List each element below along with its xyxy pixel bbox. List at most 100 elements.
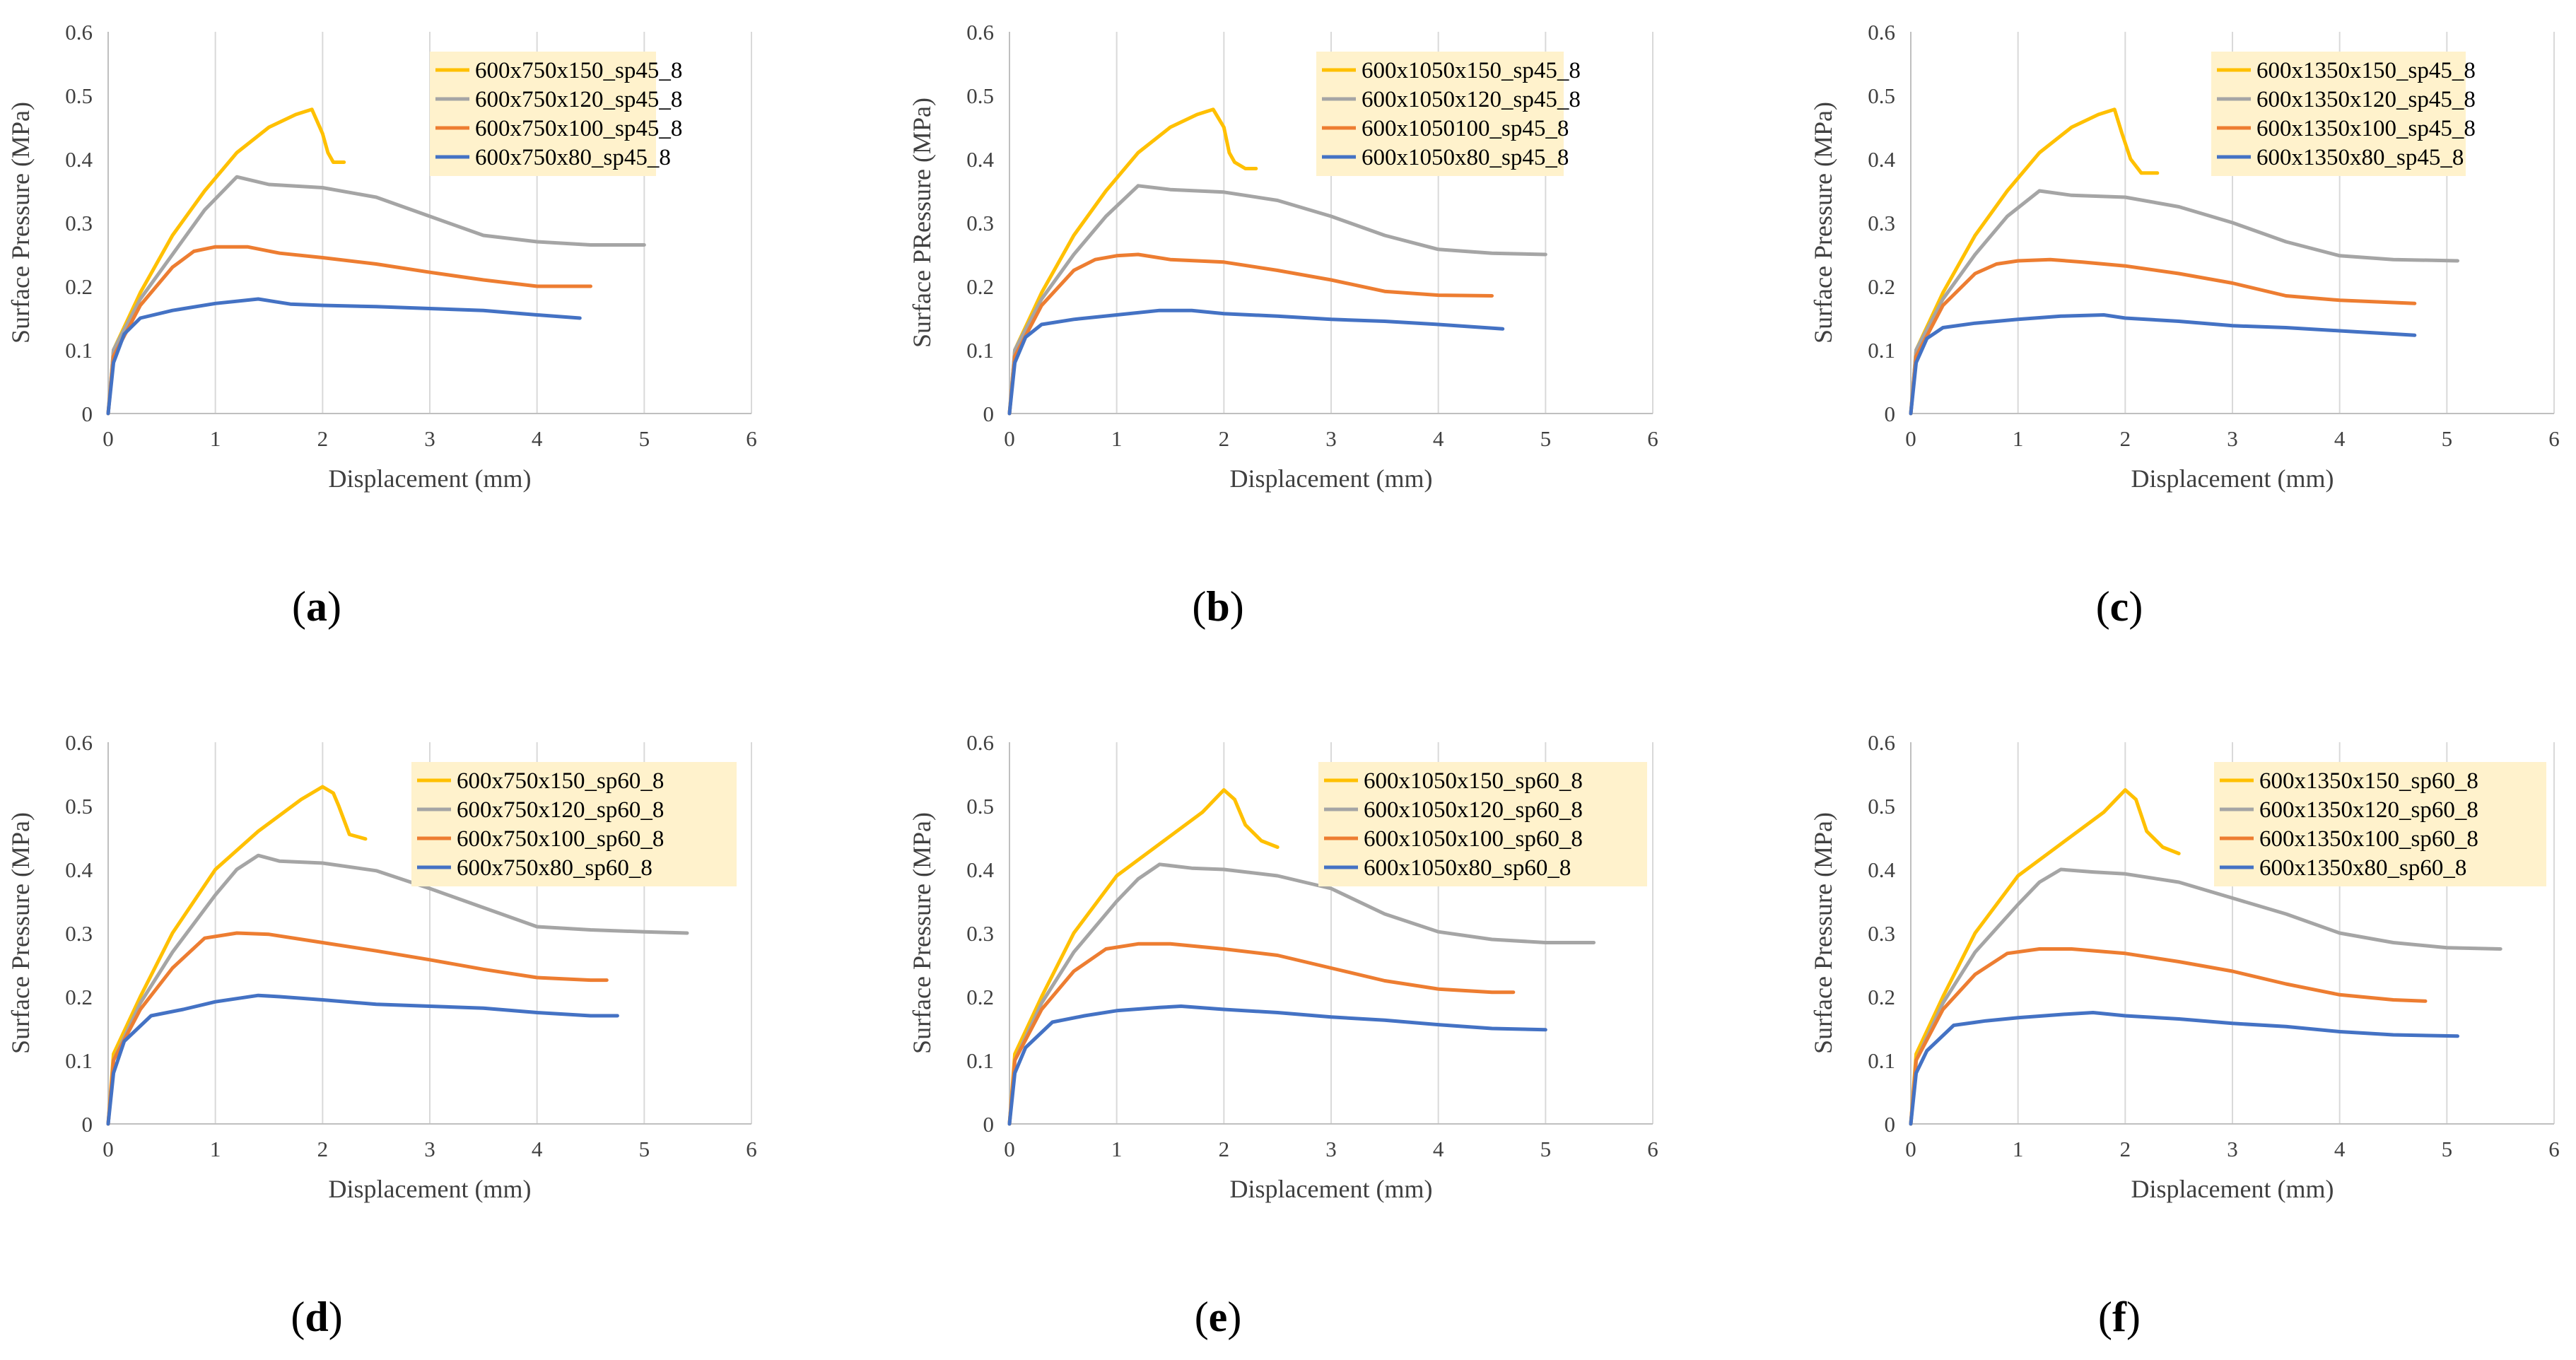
legend-label: 600x1350x100_sp60_8: [2259, 826, 2478, 852]
x-tick-label: 4: [532, 1137, 543, 1161]
x-axis-title: Displacement (mm): [329, 464, 532, 493]
legend-label: 600x1050x150_sp45_8: [1362, 58, 1581, 83]
legend-label: 600x1350x100_sp45_8: [2256, 116, 2476, 141]
x-tick-label: 1: [210, 1137, 221, 1161]
x-tick-label: 3: [424, 426, 435, 451]
x-axis-title: Displacement (mm): [2131, 464, 2334, 493]
x-tick-label: 0: [1905, 1137, 1916, 1161]
legend-label: 600x1350x150_sp60_8: [2259, 768, 2478, 794]
y-tick-label: 0.1: [65, 1048, 93, 1073]
x-axis-title: Displacement (mm): [329, 1175, 532, 1203]
series-line: [1007, 184, 1547, 416]
y-axis-title: Surface Pressure (MPa): [6, 812, 35, 1054]
y-tick-label: 0.4: [65, 147, 93, 172]
y-tick-label: 0.1: [966, 338, 994, 363]
x-tick-label: 4: [1433, 1137, 1444, 1161]
chart-panel-c: 0 0.1 0.2 0.3 0.4 0.5 0.6 0 1 2 3 4 5 6 Displacement (…: [1809, 20, 2560, 630]
x-tick-label: 0: [1004, 426, 1015, 451]
legend-label: 600x1050100_sp45_8: [1362, 116, 1569, 141]
y-tick-label: 0: [1885, 1112, 1896, 1137]
y-tick-label: 0.5: [1868, 794, 1895, 819]
y-tick-label: 0.6: [65, 730, 93, 755]
series-line: [106, 245, 592, 416]
panel-caption: (b): [1192, 583, 1243, 630]
series-line: [1909, 189, 2459, 416]
y-tick-label: 0.1: [1868, 1048, 1895, 1073]
legend-label: 600x1050x120_sp45_8: [1362, 87, 1581, 112]
y-tick-label: 0.4: [966, 147, 994, 172]
legend-label: 600x750x100_sp60_8: [457, 826, 664, 852]
x-axis-title: Displacement (mm): [1230, 464, 1433, 493]
series-line: [106, 931, 609, 1126]
x-tick-label: 6: [746, 426, 757, 451]
legend-box: [411, 762, 737, 886]
x-tick-label: 4: [532, 426, 543, 451]
x-tick-label: 0: [103, 1137, 114, 1161]
y-tick-label: 0: [82, 401, 93, 426]
y-tick-label: 0: [983, 1112, 995, 1137]
legend-label: 600x1350x150_sp45_8: [2256, 58, 2476, 83]
x-tick-label: 1: [1111, 1137, 1123, 1161]
x-tick-label: 3: [1325, 1137, 1337, 1161]
y-tick-label: 0.4: [1868, 857, 1895, 882]
y-tick-label: 0.2: [966, 985, 994, 1009]
legend-label: 600x1350x80_sp45_8: [2256, 145, 2464, 170]
legend-label: 600x1350x120_sp45_8: [2256, 87, 2476, 112]
legend-box: [1316, 52, 1564, 176]
x-tick-label: 3: [2227, 426, 2238, 451]
series-line: [1007, 788, 1280, 1126]
x-tick-label: 2: [1219, 426, 1230, 451]
y-tick-label: 0.5: [1868, 83, 1895, 108]
x-tick-label: 5: [1540, 1137, 1552, 1161]
y-tick-label: 0.3: [65, 921, 93, 946]
y-axis-title: Surface Pressure (MPa): [908, 812, 936, 1054]
x-tick-label: 4: [1433, 426, 1444, 451]
chart-panel-d: 0 0.1 0.2 0.3 0.4 0.5 0.6 0 1 2 3 4 5 6 Displacement (…: [6, 730, 757, 1340]
series-line: [1909, 947, 2428, 1126]
x-tick-label: 2: [1219, 1137, 1230, 1161]
x-tick-label: 6: [1647, 426, 1658, 451]
y-tick-label: 0: [82, 1112, 93, 1137]
y-tick-label: 0.2: [1868, 985, 1895, 1009]
series-line: [106, 175, 646, 416]
legend-label: 600x750x80_sp60_8: [457, 855, 652, 881]
y-axis-title: Surface PRessure (MPa): [908, 98, 936, 348]
y-tick-label: 0.3: [966, 921, 994, 946]
y-axis-title: Surface Pressure (MPa): [6, 102, 35, 344]
x-tick-label: 6: [2548, 426, 2560, 451]
x-tick-label: 0: [1004, 1137, 1015, 1161]
chart-panel-e: 0 0.1 0.2 0.3 0.4 0.5 0.6 0 1 2 3 4 5 6 Displacement (…: [908, 730, 1658, 1340]
y-axis-title: Surface Pressure (MPa): [1809, 812, 1837, 1054]
y-tick-label: 0.6: [65, 20, 93, 45]
x-tick-label: 5: [639, 426, 650, 451]
x-tick-label: 2: [2120, 1137, 2131, 1161]
legend-label: 600x1050x120_sp60_8: [1364, 797, 1583, 823]
y-tick-label: 0.4: [1868, 147, 1895, 172]
y-tick-label: 0.3: [65, 211, 93, 235]
series-line: [1007, 1004, 1547, 1126]
x-tick-label: 2: [2120, 426, 2131, 451]
series-line: [106, 785, 368, 1126]
x-tick-label: 6: [746, 1137, 757, 1161]
y-tick-label: 0.5: [65, 794, 93, 819]
series-line: [1007, 862, 1596, 1126]
x-tick-label: 4: [2334, 426, 2346, 451]
series-line: [1007, 107, 1258, 416]
series-line: [1007, 942, 1516, 1126]
legend-label: 600x1050x150_sp60_8: [1364, 768, 1583, 794]
legend-box: [2211, 52, 2466, 176]
panel-caption: (c): [2096, 583, 2143, 630]
legend-label: 600x1350x120_sp60_8: [2259, 797, 2478, 823]
x-tick-label: 1: [210, 426, 221, 451]
x-tick-label: 5: [2442, 426, 2453, 451]
series-line: [1909, 257, 2417, 416]
y-tick-label: 0.2: [65, 274, 93, 299]
chart-panel-b: 0 0.1 0.2 0.3 0.4 0.5 0.6 0 1 2 3 4 5 6 Displacement (…: [908, 20, 1658, 630]
y-tick-label: 0.3: [1868, 211, 1895, 235]
legend-label: 600x1050x100_sp60_8: [1364, 826, 1583, 852]
x-tick-label: 0: [103, 426, 114, 451]
x-tick-label: 5: [2442, 1137, 2453, 1161]
x-tick-label: 6: [1647, 1137, 1658, 1161]
y-tick-label: 0: [983, 401, 995, 426]
y-tick-label: 0.3: [966, 211, 994, 235]
